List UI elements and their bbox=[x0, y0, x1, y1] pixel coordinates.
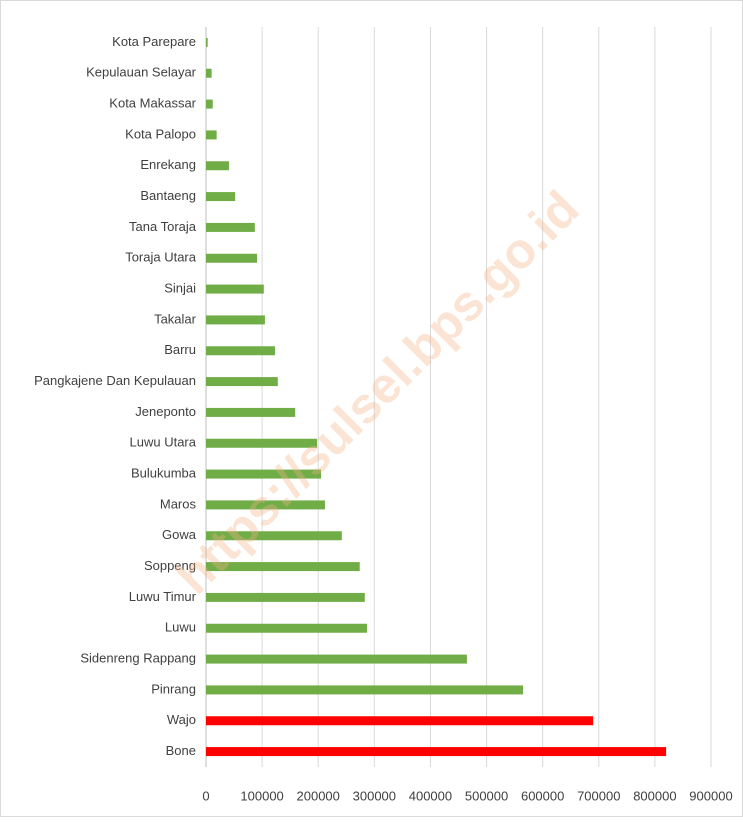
y-tick-label: Kota Parepare bbox=[112, 34, 196, 49]
x-tick-label: 0 bbox=[202, 788, 209, 803]
bar bbox=[206, 562, 360, 572]
x-tick-label: 200000 bbox=[297, 788, 340, 803]
y-tick-label: Sidenreng Rappang bbox=[80, 651, 196, 666]
bar bbox=[206, 68, 212, 78]
bar bbox=[206, 37, 208, 47]
bar bbox=[206, 161, 230, 171]
bar bbox=[206, 192, 236, 202]
bar bbox=[206, 130, 217, 140]
y-tick-label: Tana Toraja bbox=[129, 219, 197, 234]
y-tick-label: Gowa bbox=[162, 527, 197, 542]
bar bbox=[206, 438, 318, 448]
bar bbox=[206, 623, 368, 633]
bar bbox=[206, 685, 524, 695]
bar bbox=[206, 99, 213, 109]
y-tick-label: Kepulauan Selayar bbox=[86, 65, 197, 80]
y-tick-label: Luwu Timur bbox=[129, 589, 197, 604]
y-tick-label: Luwu Utara bbox=[130, 435, 197, 450]
bar bbox=[206, 592, 365, 602]
y-tick-label: Kota Makassar bbox=[109, 96, 196, 111]
x-tick-label: 800000 bbox=[633, 788, 676, 803]
x-tick-label: 500000 bbox=[465, 788, 508, 803]
bar bbox=[206, 253, 258, 263]
y-tick-label: Bulukumba bbox=[131, 466, 197, 481]
y-tick-label: Bone bbox=[166, 743, 196, 758]
y-tick-label: Luwu bbox=[165, 620, 196, 635]
y-tick-label: Soppeng bbox=[144, 558, 196, 573]
bar bbox=[206, 377, 278, 387]
y-tick-label: Sinjai bbox=[164, 281, 196, 296]
bar bbox=[206, 531, 342, 541]
bar bbox=[206, 469, 322, 479]
x-tick-label: 600000 bbox=[521, 788, 564, 803]
x-tick-label: 300000 bbox=[353, 788, 396, 803]
bar bbox=[206, 222, 255, 232]
bar bbox=[206, 346, 276, 356]
y-tick-label: Kota Palopo bbox=[125, 126, 196, 141]
bar bbox=[206, 654, 467, 664]
y-tick-label: Toraja Utara bbox=[125, 250, 197, 265]
y-tick-label: Jeneponto bbox=[135, 404, 196, 419]
bar bbox=[206, 284, 264, 294]
x-tick-label: 700000 bbox=[577, 788, 620, 803]
x-tick-label: 100000 bbox=[240, 788, 283, 803]
bar bbox=[206, 315, 265, 325]
y-tick-label: Maros bbox=[160, 496, 197, 511]
y-tick-label: Takalar bbox=[154, 311, 197, 326]
bar bbox=[206, 716, 594, 726]
y-tick-label: Bantaeng bbox=[140, 188, 196, 203]
y-tick-label: Enrekang bbox=[140, 157, 196, 172]
y-tick-label: Wajo bbox=[167, 712, 196, 727]
bar bbox=[206, 407, 296, 417]
y-tick-label: Pinrang bbox=[151, 681, 196, 696]
x-tick-label: 900000 bbox=[689, 788, 732, 803]
bar bbox=[206, 747, 667, 757]
x-tick-label: 400000 bbox=[409, 788, 452, 803]
y-tick-label: Barru bbox=[164, 342, 196, 357]
y-tick-label: Pangkajene Dan Kepulauan bbox=[34, 373, 196, 388]
bar bbox=[206, 500, 325, 510]
